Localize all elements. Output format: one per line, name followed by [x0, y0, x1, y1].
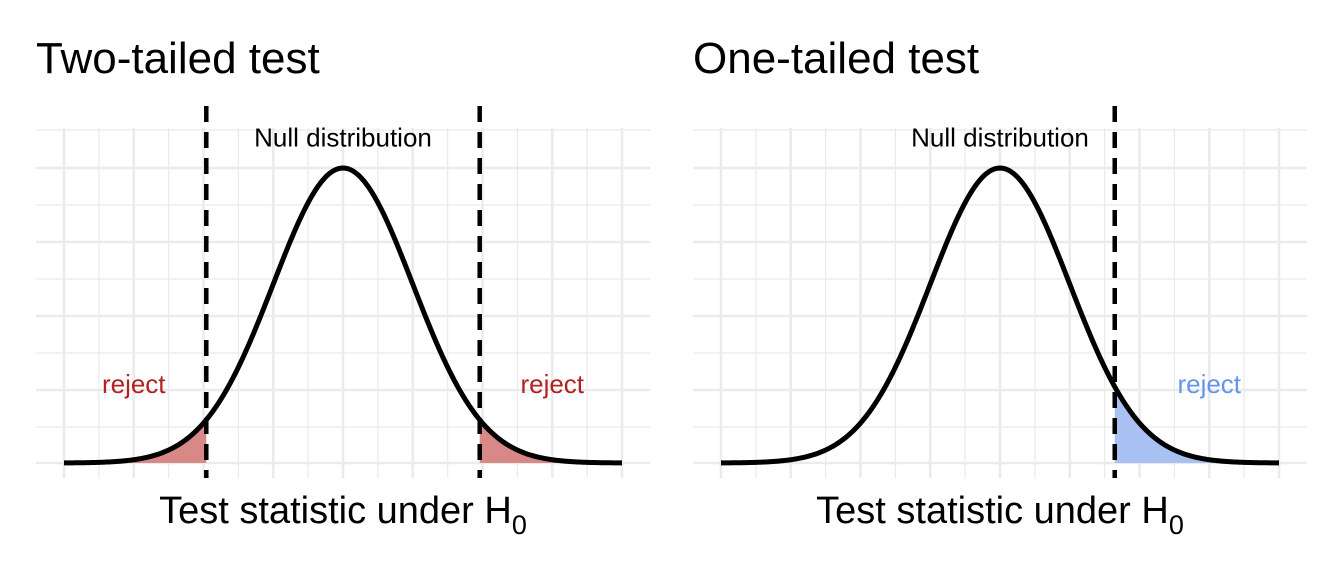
- two-tailed-reject-left-label: reject: [102, 369, 166, 399]
- one-tailed-reject-region: [1114, 386, 1279, 463]
- two-tailed-null-curve: [63, 165, 623, 466]
- two-tailed-panel: Two-tailed test Null distribution reject r…: [36, 34, 650, 540]
- two-tailed-reject-area: [479, 419, 622, 463]
- one-tailed-grid: [693, 128, 1307, 478]
- one-tailed-null-distribution-label: Null distribution: [911, 123, 1089, 153]
- one-tailed-annotations: Null distribution reject: [911, 123, 1242, 399]
- two-tailed-reject-regions: [64, 419, 622, 463]
- two-tailed-x-axis-label-subscript: 0: [512, 510, 527, 540]
- two-tailed-reject-area: [64, 419, 207, 463]
- two-tailed-x-axis-label: Test statistic under H0: [159, 490, 527, 540]
- two-tailed-annotations: Null distribution reject reject: [102, 123, 585, 399]
- one-tailed-x-axis-label-subscript: 0: [1169, 510, 1184, 540]
- one-tailed-reject-right-label: reject: [1177, 369, 1241, 399]
- two-tailed-grid: [36, 128, 650, 478]
- one-tailed-x-axis-label: Test statistic under H0: [816, 490, 1184, 540]
- one-tailed-panel: One-tailed test Null distributionreject …: [693, 34, 1307, 540]
- one-tailed-x-axis-label-main: Test statistic under H: [816, 490, 1169, 532]
- two-tailed-null-distribution-label: Null distribution: [254, 123, 432, 153]
- two-tailed-critical-lines: [204, 106, 482, 478]
- one-tailed-null-curve: [720, 165, 1280, 466]
- two-tailed-reject-right-label: reject: [520, 369, 584, 399]
- two-tailed-title: Two-tailed test: [36, 34, 320, 83]
- one-tailed-title: One-tailed test: [693, 34, 979, 83]
- one-tailed-reject-area: [1114, 386, 1279, 463]
- two-tailed-x-axis-label-main: Test statistic under H: [159, 490, 512, 532]
